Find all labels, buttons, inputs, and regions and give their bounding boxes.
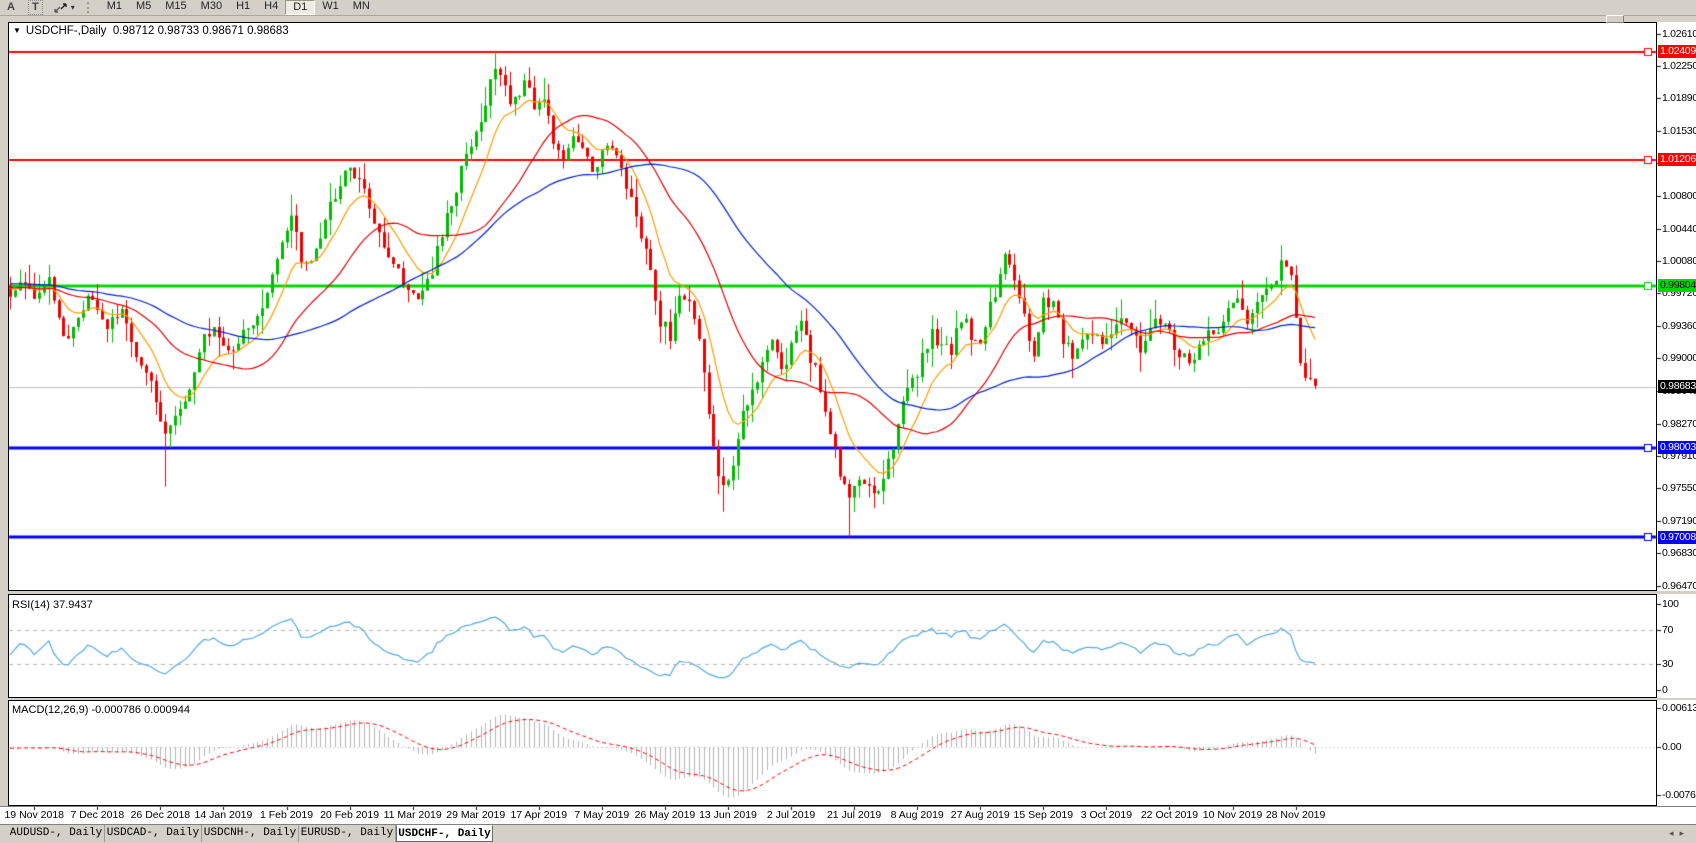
timeframe-h1[interactable]: H1 [236, 0, 251, 12]
timeframe-h4[interactable]: H4 [264, 0, 279, 12]
price-tick: 1.00080 [1662, 255, 1696, 268]
date-tick: 26 May 2019 [634, 809, 696, 821]
date-tick: 29 Mar 2019 [446, 809, 506, 821]
date-tick: 2 Jul 2019 [766, 809, 816, 821]
date-tick: 26 Dec 2018 [130, 809, 191, 821]
current-price-label: 0.98683 [1658, 380, 1696, 394]
date-tick: 1 Feb 2019 [259, 809, 314, 821]
chart-title: ▼ USDCHF-,Daily 0.98712 0.98733 0.98671 0… [13, 25, 289, 37]
timeframe-m15[interactable]: M15 [165, 0, 187, 12]
mini-scrollbar-thumb[interactable] [1606, 15, 1624, 23]
chart-tab-bar: AUDUSD-, Daily USDCAD-, Daily USDCNH-, Dai… [0, 824, 1696, 843]
timeframe-buttons: M1 M5 M15 M30 H1 H4 D1 W1 MN [100, 0, 377, 15]
price-tick: 0.99000 [1662, 352, 1696, 365]
price-tick: 0.97190 [1662, 514, 1696, 527]
rsi-tick: 30 [1662, 658, 1674, 671]
price-tick: 1.00800 [1662, 190, 1696, 203]
timeframe-m30[interactable]: M30 [200, 0, 223, 12]
level-price-label[interactable]: 0.99804 [1658, 279, 1696, 293]
date-tick: 13 Jun 2019 [699, 809, 757, 821]
date-tick: 22 Oct 2019 [1140, 809, 1199, 821]
chart-tab-usdchf[interactable]: USDCHF-, Daily [396, 825, 493, 842]
timeframe-mn[interactable]: MN [352, 0, 370, 12]
timeframe-m5[interactable]: M5 [135, 0, 152, 12]
symbol-title: USDCHF-,Daily [25, 25, 107, 37]
date-tick: 7 May 2019 [574, 809, 630, 821]
ohlc-quotes: 0.98712 0.98733 0.98671 0.98683 [112, 25, 289, 37]
crosshair-tool-icon[interactable] [53, 2, 69, 14]
date-tick: 7 Dec 2018 [70, 809, 125, 821]
date-tick: 3 Oct 2019 [1080, 809, 1133, 821]
macd-tick: 0.00 [1662, 741, 1682, 753]
rsi-tick: 100 [1662, 598, 1679, 610]
date-tick: 10 Nov 2019 [1202, 809, 1263, 821]
timeframe-m1[interactable]: M1 [106, 0, 122, 12]
date-tick: 14 Jan 2019 [194, 809, 253, 821]
level-price-label[interactable]: 1.02409 [1658, 45, 1696, 59]
date-tick: 27 Aug 2019 [950, 809, 1010, 821]
price-tick: 0.97550 [1662, 482, 1696, 495]
toolbar: A T ▾ M1 M5 M15 M30 H1 H4 D1 W1 MN [0, 0, 1696, 16]
price-tick: 1.00440 [1662, 222, 1696, 235]
rsi-label: RSI(14) 37.9437 [12, 599, 93, 611]
chart-tab-eurusd[interactable]: EURUSD-, Daily [299, 825, 396, 842]
text-tool-icon[interactable]: T [27, 0, 43, 15]
date-tick: 28 Nov 2019 [1265, 809, 1326, 821]
level-price-label[interactable]: 0.98003 [1658, 441, 1696, 455]
date-tick: 20 Feb 2019 [320, 809, 380, 821]
rsi-tick: 0 [1662, 684, 1668, 696]
date-tick: 8 Aug 2019 [890, 809, 944, 821]
tab-nav-left-icon: ◂ [1668, 828, 1680, 838]
rsi-tick: 70 [1662, 623, 1674, 636]
date-tick: 15 Sep 2019 [1013, 809, 1074, 821]
price-tick: 1.02610 [1662, 27, 1696, 40]
date-tick: 19 Nov 2018 [4, 809, 65, 821]
price-tick: 0.99360 [1662, 319, 1696, 332]
timeframe-w1[interactable]: W1 [322, 0, 339, 12]
tab-nav-arrows[interactable]: ◂▸ [1669, 828, 1690, 839]
chart-tab-usdcad[interactable]: USDCAD-, Daily [105, 825, 202, 842]
chart-tab-usdcnh[interactable]: USDCNH-, Daily [202, 825, 299, 842]
price-tick: 0.96470 [1662, 579, 1696, 592]
macd-tick: 0.00613 [1662, 702, 1696, 714]
chart-tab-audusd[interactable]: AUDUSD-, Daily [8, 825, 105, 842]
price-tick: 0.96830 [1662, 547, 1696, 560]
level-price-label[interactable]: 0.97008 [1658, 530, 1696, 544]
chevron-down-icon[interactable]: ▾ [70, 3, 75, 12]
date-tick: 17 Apr 2019 [510, 809, 568, 821]
level-price-label[interactable]: 1.01206 [1658, 153, 1696, 167]
cursor-tool-icon[interactable]: A [7, 1, 15, 13]
price-tick: 1.01530 [1662, 124, 1696, 137]
date-tick: 21 Jul 2019 [826, 809, 882, 821]
date-tick: 11 Mar 2019 [383, 809, 442, 821]
price-tick: 1.01890 [1662, 92, 1696, 105]
price-tick: 1.02250 [1662, 60, 1696, 73]
toolbar-grip [86, 2, 92, 13]
tab-nav-right-icon: ▸ [1679, 828, 1690, 838]
macd-label: MACD(12,26,9) -0.000786 0.000944 [12, 704, 190, 716]
price-tick: 0.98270 [1662, 417, 1696, 430]
chevron-down-icon[interactable]: ▼ [13, 26, 21, 35]
timeframe-d1[interactable]: D1 [285, 0, 316, 15]
